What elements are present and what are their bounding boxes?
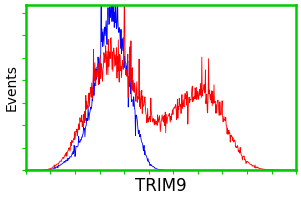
X-axis label: TRIM9: TRIM9 — [135, 177, 187, 195]
Y-axis label: Events: Events — [5, 64, 19, 111]
